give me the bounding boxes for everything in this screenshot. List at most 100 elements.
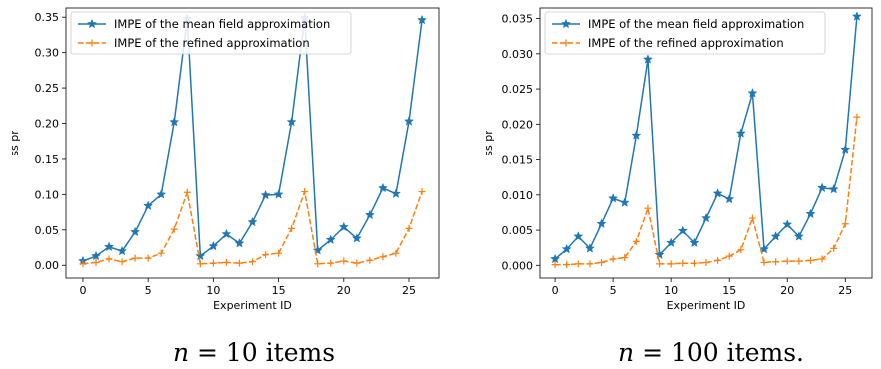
- data-point-star: [286, 116, 297, 127]
- x-tick-label: 15: [722, 284, 736, 297]
- data-point-star: [735, 128, 746, 138]
- data-point-plus: [275, 249, 283, 257]
- data-point-plus: [679, 259, 687, 267]
- data-point-star: [377, 182, 388, 193]
- x-tick-label: 10: [206, 284, 220, 297]
- data-point-star: [817, 182, 828, 193]
- data-point-star: [403, 116, 415, 126]
- data-point-star: [689, 237, 700, 248]
- y-tick-label: 0.030: [502, 48, 534, 61]
- y-axis-label: IMPE (Item miss probability error: [8, 52, 21, 233]
- data-point-star: [573, 231, 584, 241]
- y-tick-label: 0.015: [502, 154, 534, 167]
- y-tick-label: 0.25: [35, 82, 60, 95]
- data-point-star: [143, 200, 154, 210]
- legend-box: [544, 11, 826, 55]
- data-point-star: [596, 218, 607, 228]
- x-tick-label: 15: [272, 284, 286, 297]
- data-point-star: [747, 88, 758, 98]
- data-point-plus: [644, 204, 652, 212]
- data-point-star: [700, 212, 712, 223]
- data-point-plus: [783, 257, 791, 265]
- y-tick-label: 0.30: [35, 47, 60, 60]
- data-point-plus: [574, 260, 582, 268]
- plot-frame: [539, 7, 873, 279]
- data-point-plus: [379, 253, 387, 261]
- y-tick-label: 0.05: [35, 224, 60, 237]
- chart-1: 0.00 0.05 0.10 0.15 0.20 0.25 0.30 0.35 0 5 10 15 20…: [8, 7, 440, 367]
- series-line-refined: [555, 117, 858, 266]
- data-point-star: [208, 240, 219, 251]
- y-axis-label: IMPE (Item miss probability error: [482, 52, 495, 233]
- legend-entry-label: IMPE of the mean field approximation: [114, 17, 330, 31]
- data-point-star: [195, 250, 206, 261]
- data-point-plus: [340, 257, 348, 265]
- data-point-star: [608, 193, 619, 203]
- data-point-plus: [760, 258, 768, 266]
- data-point-star: [364, 209, 375, 220]
- data-point-star: [351, 233, 362, 243]
- data-point-plus: [314, 260, 322, 268]
- data-point-star: [247, 216, 258, 227]
- legend: IMPE of the mean field approximation IMPE…: [70, 11, 352, 55]
- data-point-plus: [632, 237, 640, 245]
- data-point-plus: [725, 252, 733, 260]
- series-line-refined: [82, 188, 423, 265]
- data-point-plus: [772, 258, 780, 266]
- y-tick-label: 0.010: [502, 189, 534, 202]
- data-point-plus: [748, 214, 756, 222]
- y-tick-label: 0.000: [502, 259, 534, 272]
- legend-entry-label: IMPE of the mean field approximation: [588, 17, 804, 31]
- data-point-star: [631, 130, 642, 140]
- data-point-plus: [853, 113, 861, 121]
- y-tick-label: 0.35: [35, 11, 60, 24]
- chart-2: 0.000 0.005 0.010 0.015 0.020 0.025 0.030 0.035…: [482, 7, 873, 367]
- data-point-star: [169, 116, 180, 127]
- data-point-star: [654, 249, 665, 260]
- data-point-plus: [690, 259, 698, 267]
- data-point-plus: [366, 256, 374, 264]
- data-point-plus: [183, 188, 191, 196]
- data-point-star: [805, 208, 816, 219]
- x-tick-label: 5: [145, 284, 152, 297]
- data-point-plus: [841, 220, 849, 228]
- data-point-plus: [563, 261, 571, 269]
- data-point-star: [619, 197, 630, 207]
- data-point-star: [90, 250, 102, 261]
- data-point-plus: [418, 188, 426, 196]
- y-tick-label: 0.035: [502, 13, 534, 26]
- chart-caption: n = 100 items.: [618, 338, 804, 367]
- data-point-plus: [598, 258, 606, 266]
- data-point-star: [104, 241, 115, 252]
- data-point-star: [390, 188, 401, 198]
- data-point-plus: [131, 254, 139, 262]
- data-point-plus: [586, 260, 594, 268]
- data-point-star: [677, 225, 688, 236]
- data-point-plus: [209, 259, 217, 267]
- legend-star-marker: [86, 18, 98, 29]
- y-tick-label: 0.020: [502, 118, 534, 131]
- chart-caption: n = 10 items: [173, 338, 335, 367]
- data-point-plus: [235, 259, 243, 267]
- data-point-star: [759, 243, 770, 254]
- x-tick-label: 25: [402, 284, 416, 297]
- data-point-plus: [609, 255, 617, 263]
- data-point-plus: [249, 258, 256, 266]
- data-point-star: [312, 245, 323, 255]
- data-point-plus: [830, 244, 838, 252]
- data-point-plus: [737, 246, 745, 254]
- data-point-plus: [795, 257, 803, 265]
- y-tick-label: 0.00: [35, 259, 60, 272]
- x-tick-label: 0: [552, 284, 559, 297]
- x-axis-label: Experiment ID: [667, 299, 746, 312]
- data-point-star: [712, 188, 723, 198]
- data-point-star: [851, 11, 862, 21]
- x-tick-label: 25: [838, 284, 852, 297]
- data-point-star: [793, 231, 804, 241]
- plot-frame: [65, 7, 440, 279]
- data-point-star: [561, 243, 572, 254]
- x-tick-label: 20: [337, 284, 351, 297]
- legend-plus-marker: [88, 39, 96, 47]
- data-point-plus: [222, 258, 230, 266]
